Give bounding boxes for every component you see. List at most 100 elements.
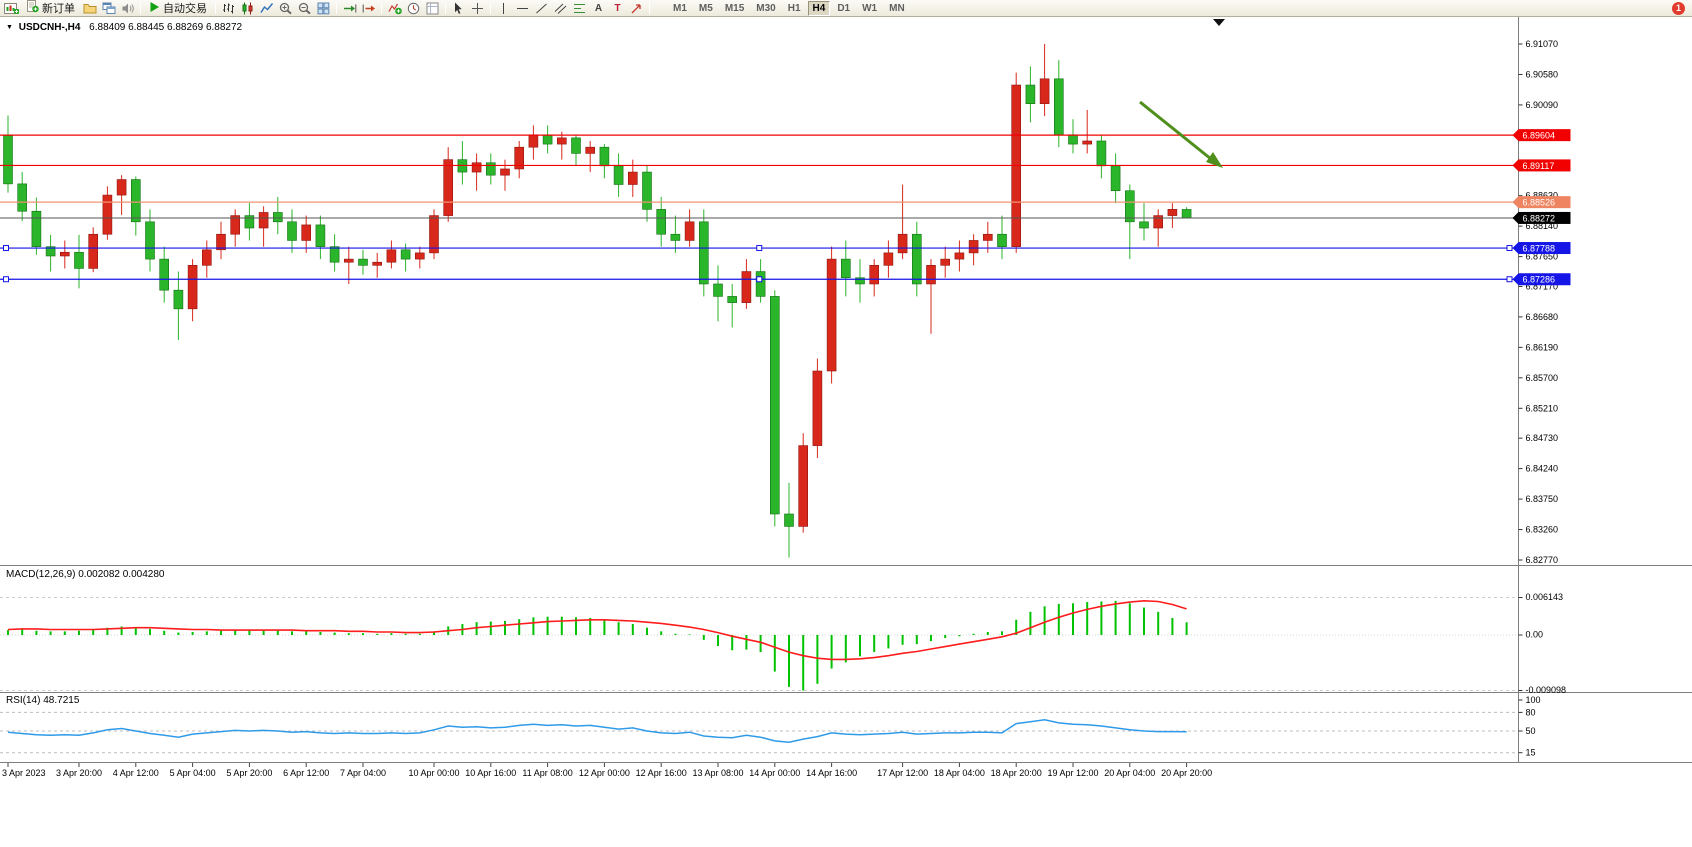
candle-body xyxy=(869,265,880,285)
time-axis-label: 12 Apr 00:00 xyxy=(579,768,630,778)
time-axis-label: 6 Apr 12:00 xyxy=(283,768,329,778)
text-icon[interactable]: A xyxy=(594,2,603,14)
candle-body xyxy=(315,224,326,247)
candle-body xyxy=(145,221,155,260)
zoom-in-icon[interactable] xyxy=(276,0,295,16)
candle-body xyxy=(429,215,439,254)
candle-body xyxy=(542,134,553,145)
trend-arrow[interactable] xyxy=(1139,100,1223,168)
channel-icon[interactable] xyxy=(551,0,570,16)
candle-body xyxy=(116,179,127,196)
candle-body xyxy=(1139,221,1149,229)
timeframe-h1[interactable]: H1 xyxy=(783,1,806,16)
timeframe-h4[interactable]: H4 xyxy=(807,0,831,16)
candle-body xyxy=(17,183,28,212)
candle-body xyxy=(855,277,865,285)
timeframe-w1[interactable]: W1 xyxy=(857,1,882,16)
candle-body xyxy=(400,249,411,260)
notification-badge[interactable]: 1 xyxy=(1672,1,1685,15)
candle-body xyxy=(159,258,169,291)
toolbar-separator xyxy=(215,2,216,14)
candle-body xyxy=(727,296,738,303)
periods-clock-icon[interactable] xyxy=(404,0,423,16)
autotrading-button[interactable]: 自动交易 xyxy=(144,0,212,16)
time-axis-label: 13 Apr 08:00 xyxy=(692,768,743,778)
chart-shift-icon[interactable] xyxy=(359,0,378,16)
time-axis-label: 14 Apr 16:00 xyxy=(806,768,857,778)
auto-scroll-icon[interactable] xyxy=(340,0,359,16)
line-handle[interactable] xyxy=(3,276,9,283)
fibonacci-icon[interactable] xyxy=(570,0,589,16)
new-order-button[interactable]: 新订单 xyxy=(21,0,80,16)
windows-icon[interactable] xyxy=(99,0,118,16)
candle-body xyxy=(840,258,851,279)
price-tick-label: 6.87650 xyxy=(1526,252,1559,262)
trendline-icon[interactable] xyxy=(532,0,551,16)
templates-icon[interactable] xyxy=(423,0,442,16)
svg-text:6.87788: 6.87788 xyxy=(1523,244,1556,254)
candle-body xyxy=(1125,190,1135,223)
chart-menu-caret-icon[interactable]: ▼ xyxy=(6,24,13,31)
scroll-to-end-marker[interactable] xyxy=(1213,19,1225,26)
line-handle[interactable] xyxy=(756,276,763,283)
timeframe-m30[interactable]: M30 xyxy=(751,1,780,16)
candle-body xyxy=(173,289,184,310)
timeframe-m5[interactable]: M5 xyxy=(694,1,718,16)
candle-body xyxy=(769,296,780,515)
candle-body xyxy=(500,168,510,176)
timeframe-mn[interactable]: MN xyxy=(884,1,910,16)
rsi-line xyxy=(7,719,1187,743)
price-tick-label: 6.83750 xyxy=(1526,494,1559,504)
timeframe-m15[interactable]: M15 xyxy=(720,1,749,16)
candle-body xyxy=(59,251,70,257)
time-axis-label: 18 Apr 20:00 xyxy=(991,768,1042,778)
charts-folder-icon[interactable] xyxy=(80,0,99,16)
candle-body xyxy=(202,249,212,266)
main-toolbar: 新订单 自动交易 A T M1 M5 M15 M30 H1 H4 D1 W1 MN 1 xyxy=(0,0,1692,17)
indicators-icon[interactable] xyxy=(385,0,404,16)
price-tick-label: 6.87170 xyxy=(1526,281,1559,291)
new-chart-icon[interactable] xyxy=(2,0,21,16)
time-axis-label: 3 Apr 20:00 xyxy=(56,768,102,778)
horizontal-line-icon[interactable] xyxy=(513,0,532,16)
candlestick-chart-icon[interactable] xyxy=(238,0,257,16)
zoom-out-icon[interactable] xyxy=(295,0,314,16)
price-tick-label: 6.91070 xyxy=(1526,39,1559,49)
price-tick-label: 6.88140 xyxy=(1526,221,1559,231)
price-tick-label: 6.82770 xyxy=(1526,555,1559,565)
candle-body xyxy=(3,135,13,185)
candle-body xyxy=(826,258,837,372)
line-handle[interactable] xyxy=(756,245,763,252)
svg-text:6.88526: 6.88526 xyxy=(1523,198,1556,208)
alerts-sound-icon[interactable] xyxy=(118,0,137,16)
crosshair-icon[interactable] xyxy=(468,0,487,16)
price-tick-label: 6.88630 xyxy=(1526,191,1559,201)
line-handle[interactable] xyxy=(1506,245,1513,252)
candle-body xyxy=(386,249,397,263)
candle-body xyxy=(1096,140,1107,167)
line-handle[interactable] xyxy=(1506,276,1513,283)
arrows-icon[interactable] xyxy=(627,0,646,16)
line-handle[interactable] xyxy=(3,245,9,252)
candle-body xyxy=(287,221,297,241)
svg-text:6.87286: 6.87286 xyxy=(1523,275,1556,285)
macd-axis-label: 0.00 xyxy=(1526,630,1544,640)
macd-histogram xyxy=(7,600,1188,691)
candle-body xyxy=(1167,209,1178,216)
toolbar-separator xyxy=(445,2,446,14)
bar-chart-icon[interactable] xyxy=(219,0,238,16)
candle-body xyxy=(741,271,752,303)
timeframe-m1[interactable]: M1 xyxy=(668,1,692,16)
tile-windows-icon[interactable] xyxy=(314,0,333,16)
timeframe-d1[interactable]: D1 xyxy=(832,1,855,16)
cursor-icon[interactable] xyxy=(449,0,468,16)
line-chart-icon[interactable] xyxy=(257,0,276,16)
candle-body xyxy=(670,233,681,241)
label-icon[interactable]: T xyxy=(614,2,621,14)
new-order-label: 新订单 xyxy=(42,3,75,15)
vertical-line-icon[interactable] xyxy=(494,0,513,16)
candle-body xyxy=(642,171,652,210)
candle-body xyxy=(656,209,667,235)
time-axis-label: 20 Apr 20:00 xyxy=(1161,768,1212,778)
